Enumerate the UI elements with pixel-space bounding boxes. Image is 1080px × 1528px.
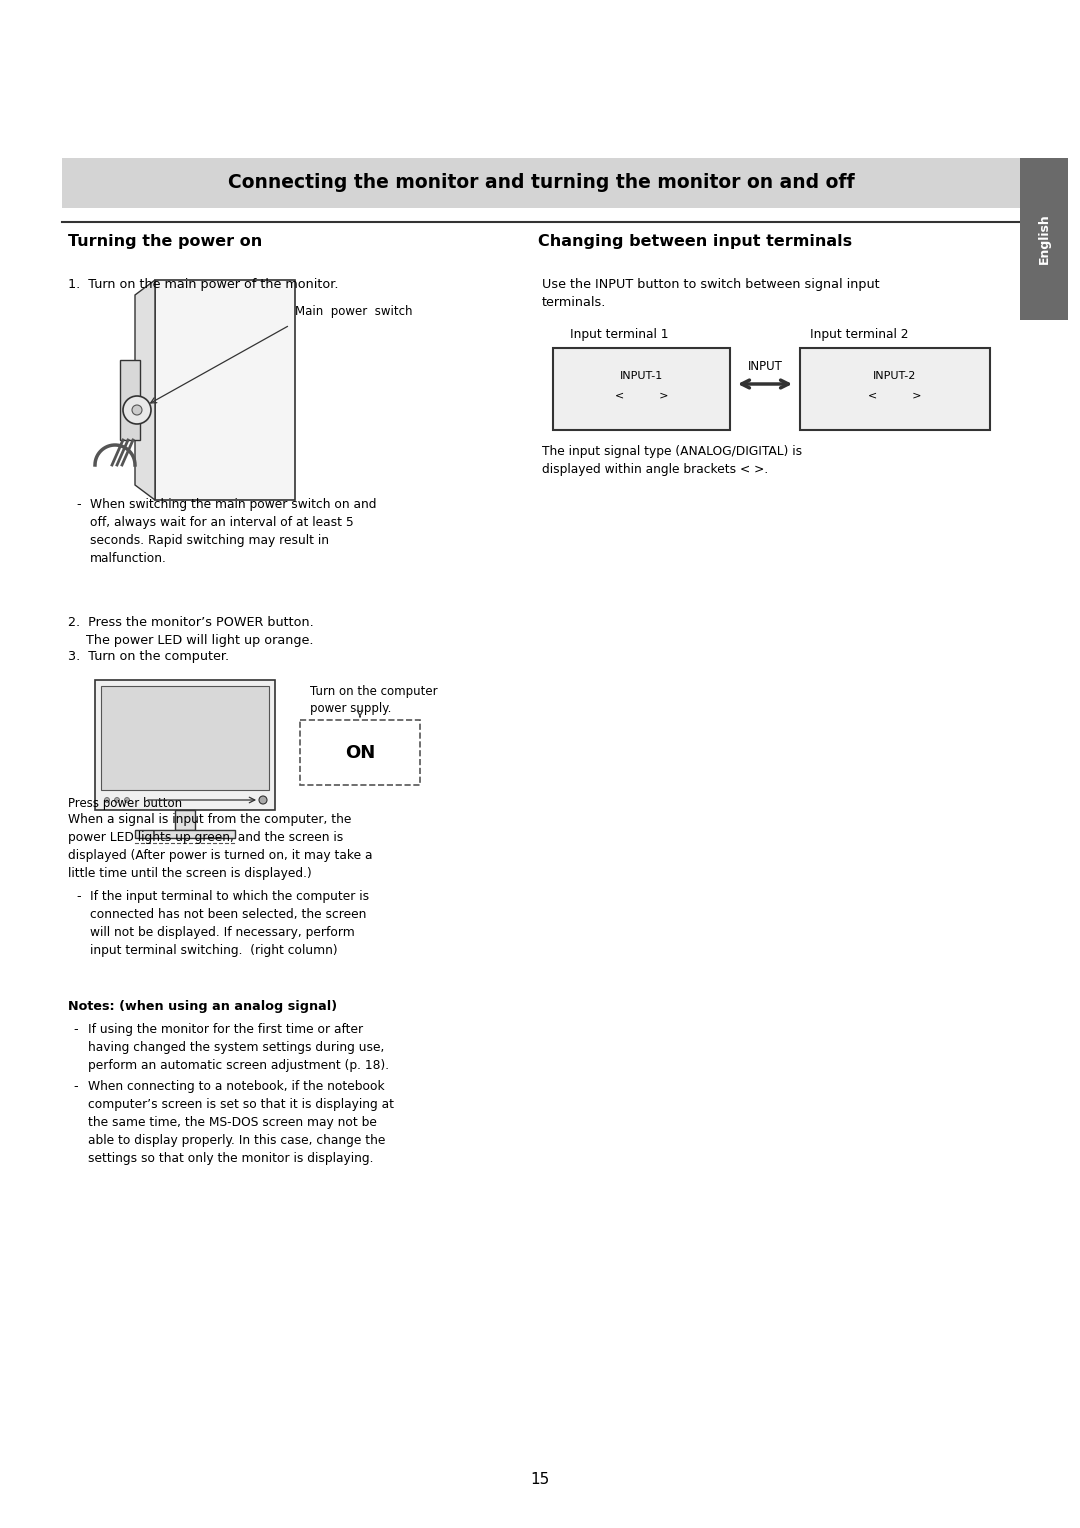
Text: When connecting to a notebook, if the notebook
computer’s screen is set so that : When connecting to a notebook, if the no… bbox=[87, 1080, 394, 1164]
Circle shape bbox=[132, 405, 141, 416]
Bar bbox=[300, 720, 420, 785]
Text: If the input terminal to which the computer is
connected has not been selected, : If the input terminal to which the compu… bbox=[90, 889, 369, 957]
Text: If using the monitor for the first time or after
having changed the system setti: If using the monitor for the first time … bbox=[87, 1024, 389, 1073]
Polygon shape bbox=[135, 280, 156, 500]
Text: When switching the main power switch on and
off, always wait for an interval of : When switching the main power switch on … bbox=[90, 498, 377, 565]
Bar bbox=[1020, 157, 1068, 319]
Text: Input terminal 2: Input terminal 2 bbox=[810, 329, 908, 341]
Text: INPUT-1: INPUT-1 bbox=[620, 371, 663, 380]
Text: -: - bbox=[76, 889, 81, 903]
Text: Connecting the monitor and turning the monitor on and off: Connecting the monitor and turning the m… bbox=[228, 174, 854, 193]
Text: Turning the power on: Turning the power on bbox=[68, 234, 262, 249]
Text: <          >: < > bbox=[615, 391, 669, 400]
Text: INPUT: INPUT bbox=[747, 359, 782, 373]
Bar bbox=[95, 680, 275, 810]
Circle shape bbox=[105, 798, 109, 802]
Circle shape bbox=[124, 798, 130, 802]
Text: 2.  Press the monitor’s POWER button.: 2. Press the monitor’s POWER button. bbox=[68, 616, 314, 630]
Text: ON: ON bbox=[345, 744, 375, 761]
Bar bbox=[120, 361, 140, 440]
Text: 15: 15 bbox=[530, 1473, 550, 1487]
Bar bbox=[135, 830, 235, 837]
Text: -: - bbox=[76, 498, 81, 510]
Text: Changing between input terminals: Changing between input terminals bbox=[538, 234, 852, 249]
Text: The power LED will light up orange.: The power LED will light up orange. bbox=[86, 634, 313, 646]
Circle shape bbox=[259, 796, 267, 804]
Text: Input terminal 1: Input terminal 1 bbox=[570, 329, 669, 341]
Text: 3.  Turn on the computer.: 3. Turn on the computer. bbox=[68, 649, 229, 663]
Text: 1.  Turn on the main power of the monitor.: 1. Turn on the main power of the monitor… bbox=[68, 278, 338, 290]
Bar bbox=[102, 686, 269, 790]
Text: When a signal is input from the computer, the
power LED lights up green, and the: When a signal is input from the computer… bbox=[68, 813, 373, 880]
Text: The input signal type (ANALOG/DIGITAL) is
displayed within angle brackets < >.: The input signal type (ANALOG/DIGITAL) i… bbox=[542, 445, 802, 477]
Text: INPUT-2: INPUT-2 bbox=[874, 371, 917, 380]
Bar bbox=[62, 157, 1020, 208]
Bar bbox=[553, 348, 730, 429]
Bar bbox=[175, 810, 195, 830]
Circle shape bbox=[123, 396, 151, 423]
Text: Turn on the computer
power supply.: Turn on the computer power supply. bbox=[310, 685, 437, 715]
Text: -: - bbox=[73, 1080, 78, 1093]
Circle shape bbox=[114, 798, 120, 802]
Text: -: - bbox=[73, 1024, 78, 1036]
Text: Main  power  switch: Main power switch bbox=[295, 306, 413, 318]
Text: <          >: < > bbox=[868, 391, 921, 400]
Text: Press power button: Press power button bbox=[68, 798, 183, 810]
Text: Use the INPUT button to switch between signal input
terminals.: Use the INPUT button to switch between s… bbox=[542, 278, 879, 309]
Bar bbox=[156, 280, 295, 500]
Text: English: English bbox=[1038, 214, 1051, 264]
Bar bbox=[800, 348, 990, 429]
Text: Notes: (when using an analog signal): Notes: (when using an analog signal) bbox=[68, 999, 337, 1013]
